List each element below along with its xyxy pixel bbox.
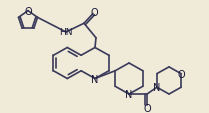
Text: O: O [143,103,151,113]
Text: O: O [177,69,185,79]
Text: N: N [153,82,161,92]
Text: O: O [90,8,98,17]
Text: N: N [125,89,133,99]
Text: O: O [24,7,32,16]
Text: N: N [91,74,99,84]
Text: HN: HN [59,28,73,37]
